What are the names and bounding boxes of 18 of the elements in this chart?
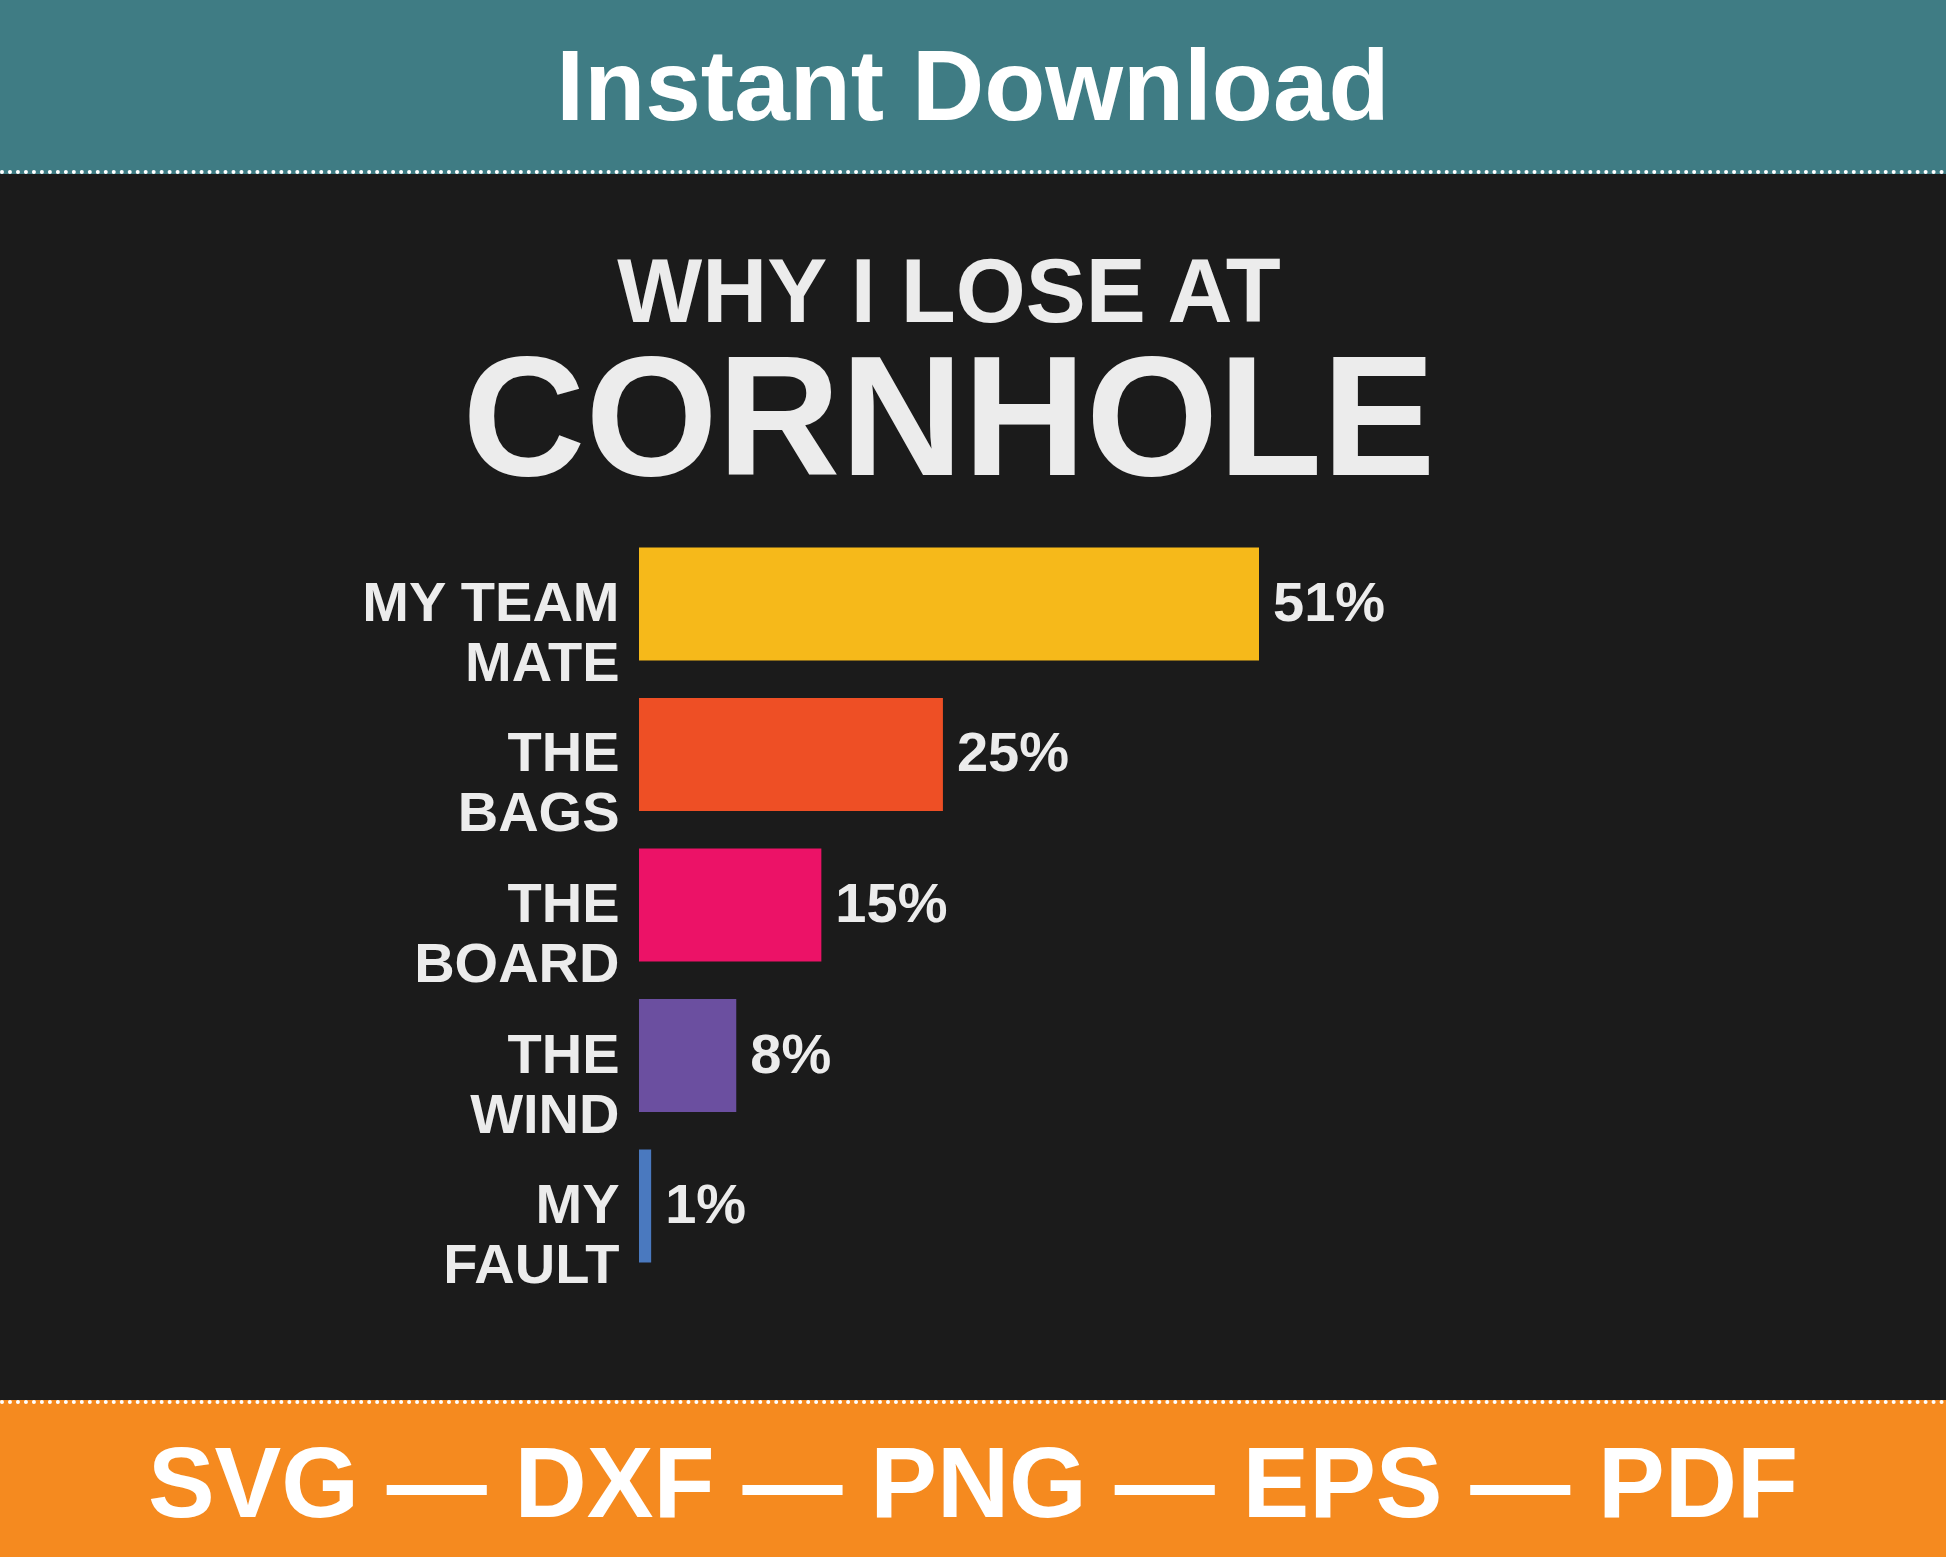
bar xyxy=(639,848,822,962)
text: Instant Download xyxy=(0,0,1946,174)
y-tick-label: MY FAULT xyxy=(443,1172,620,1296)
data-label: 51% xyxy=(1273,569,1386,633)
bar xyxy=(639,1149,652,1263)
data-label: 8% xyxy=(750,1021,832,1085)
y-tick-label: THE WIND xyxy=(470,1021,620,1145)
data-label: 25% xyxy=(956,720,1070,784)
y-tick-label: MY TEAM MATE xyxy=(362,569,620,693)
data-label: 1% xyxy=(665,1172,747,1236)
y-tick-label: THE BAGS xyxy=(457,720,620,844)
text: SVG — DXF — PNG — EPS — PDF xyxy=(0,1400,1946,1557)
chart-title: WHY I LOSE AT xyxy=(617,241,1281,341)
bar xyxy=(639,547,1259,661)
bar xyxy=(639,698,943,811)
data-label: 15% xyxy=(835,871,948,934)
bar xyxy=(639,999,737,1112)
y-tick-label: THE BOARD xyxy=(414,871,620,994)
